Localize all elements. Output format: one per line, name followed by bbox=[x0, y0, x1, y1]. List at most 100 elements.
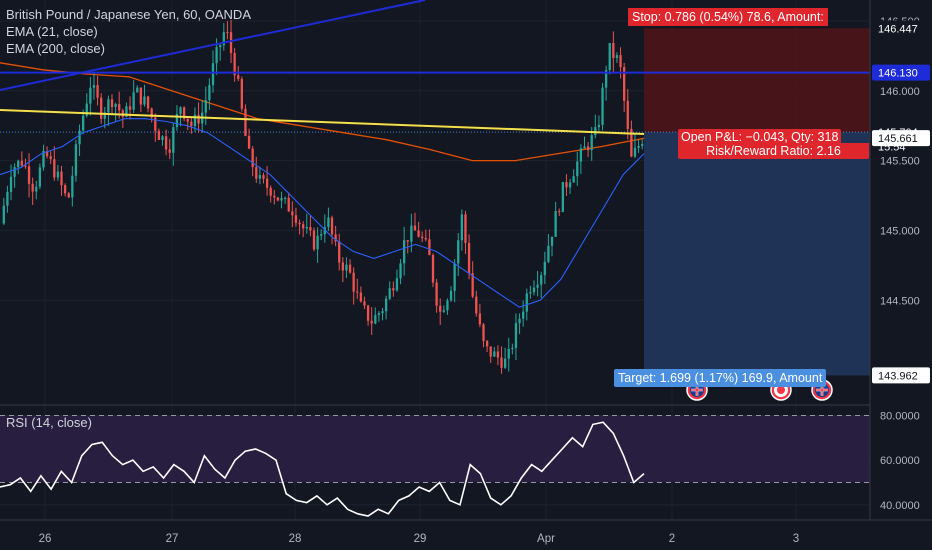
candle-body bbox=[478, 313, 482, 325]
candle-body bbox=[240, 78, 244, 109]
candle-body bbox=[554, 211, 557, 237]
candle-body bbox=[320, 234, 323, 236]
candle-body bbox=[103, 112, 106, 119]
candle-body bbox=[356, 291, 359, 293]
candle-body bbox=[464, 214, 467, 243]
candle-body bbox=[507, 348, 510, 359]
candle-body bbox=[413, 225, 417, 231]
candle-body bbox=[453, 263, 456, 291]
candle-body bbox=[302, 224, 305, 229]
ema21-legend[interactable]: EMA (21, close) bbox=[6, 24, 98, 39]
candle-body bbox=[27, 166, 31, 184]
candle-body bbox=[139, 87, 143, 105]
candle-body bbox=[536, 284, 539, 288]
candle-body bbox=[114, 103, 117, 108]
candle-body bbox=[558, 211, 561, 213]
candle-body bbox=[615, 55, 619, 59]
candle-body bbox=[402, 240, 406, 264]
candle-body bbox=[56, 171, 60, 178]
candle-body bbox=[338, 241, 341, 263]
candle-body bbox=[222, 32, 225, 46]
candle-body bbox=[186, 118, 189, 122]
candle-body bbox=[612, 42, 615, 59]
candle-body bbox=[532, 287, 536, 293]
open-pnl-label[interactable]: Open P&L: −0.043, Qty: 318 bbox=[678, 129, 842, 145]
candle-body bbox=[233, 53, 236, 76]
candle-body bbox=[312, 230, 316, 250]
stop-label[interactable]: Stop: 0.786 (0.54%) 78.6, Amount: bbox=[628, 8, 828, 26]
candle-body bbox=[193, 114, 197, 127]
candle-body bbox=[157, 130, 161, 141]
trendlines[interactable] bbox=[0, 0, 870, 135]
candle-body bbox=[175, 114, 179, 128]
candle-body bbox=[493, 351, 496, 357]
candle-body bbox=[197, 114, 200, 124]
candle-body bbox=[262, 175, 265, 179]
candle-body bbox=[78, 130, 81, 145]
candle-body bbox=[424, 238, 427, 240]
candle-body bbox=[417, 230, 420, 237]
candle-body bbox=[74, 144, 78, 176]
candle-body bbox=[229, 32, 233, 54]
candle-body bbox=[467, 242, 471, 274]
candle-body bbox=[471, 273, 474, 297]
candle-body bbox=[633, 147, 637, 157]
candle-body bbox=[586, 146, 590, 151]
yellow-trendline bbox=[0, 109, 645, 135]
candle-body bbox=[352, 272, 355, 292]
price-marker-label: 146.447 bbox=[878, 23, 918, 35]
risk-reward-zones bbox=[0, 28, 870, 376]
candle-body bbox=[579, 148, 583, 162]
candle-body bbox=[601, 87, 604, 125]
candle-body bbox=[63, 185, 67, 194]
candle-body bbox=[568, 182, 572, 188]
candle-body bbox=[623, 67, 626, 101]
candle-body bbox=[406, 240, 409, 242]
candle-body bbox=[641, 144, 644, 146]
candle-body bbox=[543, 261, 546, 276]
candle-body bbox=[384, 298, 388, 312]
candle-body bbox=[395, 278, 399, 291]
candle-body bbox=[172, 127, 175, 153]
candle-body bbox=[38, 167, 42, 187]
candle-body bbox=[341, 262, 344, 271]
candle-body bbox=[60, 171, 63, 186]
candle-body bbox=[428, 239, 431, 256]
candle-body bbox=[53, 159, 56, 178]
candle-body bbox=[190, 121, 193, 127]
ema21-path bbox=[0, 118, 645, 308]
candle-body bbox=[168, 149, 171, 153]
candle-body bbox=[154, 117, 157, 131]
candle-body bbox=[540, 275, 543, 285]
candle-body bbox=[161, 136, 164, 141]
ema200-legend[interactable]: EMA (200, close) bbox=[6, 41, 105, 56]
chart-legend: British Pound / Japanese Yen, 60, OANDA … bbox=[6, 6, 251, 57]
candle-body bbox=[590, 135, 593, 151]
candle-body bbox=[363, 301, 366, 306]
candle-body bbox=[164, 136, 168, 150]
rsi-pane bbox=[0, 414, 870, 517]
candle-body bbox=[280, 198, 283, 201]
candle-body bbox=[374, 315, 377, 324]
candle-body bbox=[298, 222, 301, 225]
target-label[interactable]: Target: 1.699 (1.17%) 169.9, Amount bbox=[614, 369, 827, 387]
candle-body bbox=[529, 292, 532, 294]
candle-body bbox=[572, 176, 575, 183]
candle-body bbox=[460, 214, 464, 241]
candle-body bbox=[291, 211, 294, 216]
candle-body bbox=[637, 145, 640, 148]
candle-body bbox=[24, 165, 27, 167]
target-zone bbox=[644, 132, 870, 376]
candle-body bbox=[485, 340, 489, 347]
candle-body bbox=[565, 182, 568, 188]
candle-body bbox=[388, 288, 391, 299]
candle-body bbox=[211, 63, 215, 86]
ema21-line bbox=[0, 118, 645, 308]
candle-body bbox=[31, 183, 34, 192]
symbol-title: British Pound / Japanese Yen, 60, OANDA bbox=[6, 7, 251, 22]
candle-body bbox=[514, 323, 518, 348]
rsi-title[interactable]: RSI (14, close) bbox=[6, 415, 92, 430]
candle-body bbox=[619, 55, 622, 68]
candle-body bbox=[150, 108, 153, 118]
